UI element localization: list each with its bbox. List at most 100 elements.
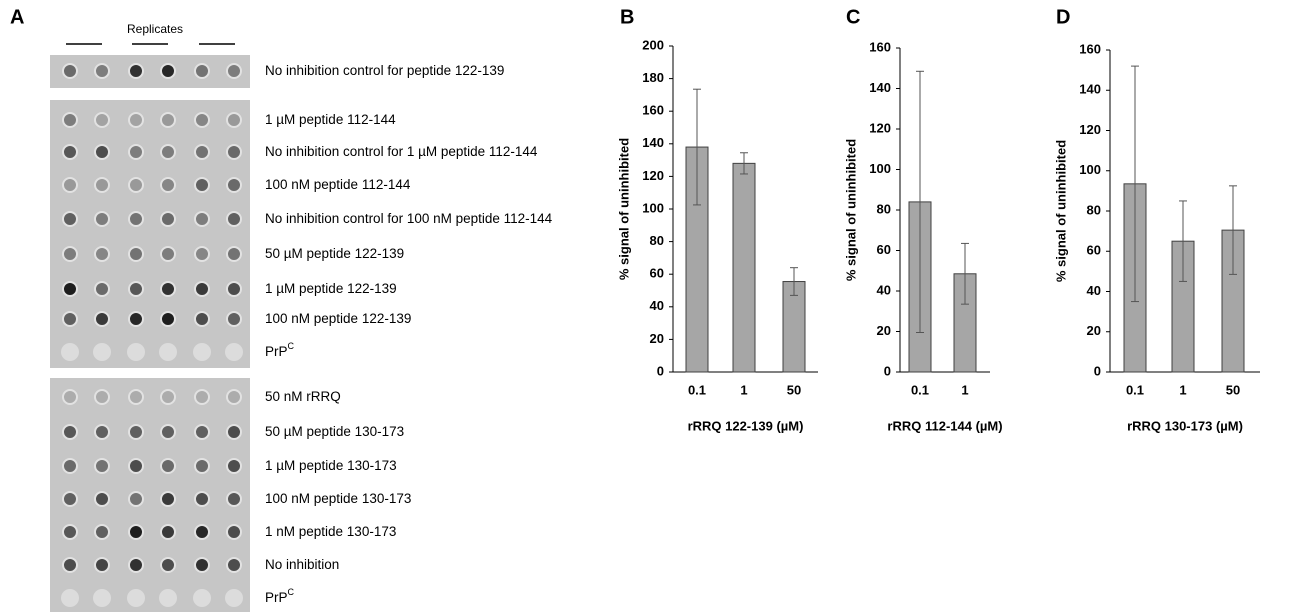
blot-dot [95,492,109,506]
row-label-text: No inhibition control for 1 µM peptide 1… [265,144,538,159]
blot-dot [159,343,177,361]
blot-image [50,100,250,368]
y-tick-label: 100 [869,161,891,176]
row-label-text: No inhibition [265,557,339,572]
blot-dot [129,558,143,572]
blot-dot [227,390,241,404]
row-label: 100 nM peptide 130-173 [265,491,411,506]
y-tick-label: 20 [650,331,664,346]
blot-dot [227,425,241,439]
x-tick-label: 1 [740,382,747,397]
blot-dot [129,145,143,159]
row-label: 50 nM rRRQ [265,389,341,404]
blot-dot [227,492,241,506]
blot-dot [95,525,109,539]
blot-dot [227,282,241,296]
blot-dot [61,589,79,607]
y-tick-label: 140 [869,80,891,95]
x-axis-title: rRRQ 130-173 (µM) [1127,418,1243,433]
blot-dot [63,282,77,296]
y-tick-label: 60 [1087,243,1101,258]
blot-dot [195,492,209,506]
blot-dot [95,425,109,439]
blot-dot [63,459,77,473]
blot-image [50,378,250,612]
blot-dot [95,247,109,261]
blot-dot [227,558,241,572]
blot-dot [63,425,77,439]
x-tick-label: 50 [1226,382,1240,397]
y-tick-label: 80 [650,233,664,248]
y-axis-title: % signal of uninhibited [1053,140,1068,282]
blot-dot [95,178,109,192]
y-tick-label: 80 [1087,202,1101,217]
y-tick-label: 100 [1079,162,1101,177]
y-tick-label: 20 [877,323,891,338]
blot-dot [129,178,143,192]
blot-dot [129,459,143,473]
row-label-text: 50 nM rRRQ [265,389,341,404]
blot-dot [161,312,175,326]
blot-dot [63,113,77,127]
blot-dot [195,459,209,473]
blot-dot [227,212,241,226]
y-tick-label: 140 [642,135,664,150]
blot-dot [161,390,175,404]
blot-dot [95,212,109,226]
blot-dot [195,247,209,261]
y-tick-label: 40 [877,282,891,297]
row-label: 100 nM peptide 112-144 [265,177,411,192]
page: {"panel_a": {"label": "A", "header": "Re… [0,0,1298,614]
blot-dot [129,390,143,404]
blot-dot [95,145,109,159]
blot-dot [95,113,109,127]
row-label-text: No inhibition control for 100 nM peptide… [265,211,553,226]
y-tick-label: 40 [650,298,664,313]
blot-dot [195,525,209,539]
blot-dot [63,247,77,261]
x-tick-label: 0.1 [688,382,706,397]
x-tick-label: 1 [1179,382,1186,397]
row-label-text: 50 µM peptide 130-173 [265,424,404,439]
blot-dot [129,425,143,439]
blot-dot [95,64,109,78]
blot-dot [227,113,241,127]
x-tick-label: 0.1 [1126,382,1144,397]
y-tick-label: 60 [877,242,891,257]
blot-dot [161,425,175,439]
blot-dot [129,525,143,539]
row-label: No inhibition control for 100 nM peptide… [265,211,553,226]
blot-dot [95,558,109,572]
y-tick-label: 0 [1094,363,1101,378]
blot-dot [161,145,175,159]
blot-dot [93,589,111,607]
row-label-text: 1 nM peptide 130-173 [265,524,396,539]
panel-label: C [846,6,860,28]
bar [733,163,755,372]
row-label: PrPC [265,341,295,358]
blot-dot [63,212,77,226]
blot-dot [195,145,209,159]
x-axis-title: rRRQ 112-144 (µM) [887,418,1002,433]
blot-dot [63,492,77,506]
replicates-header: Replicates [127,22,183,36]
row-label: 1 µM peptide 130-173 [265,458,397,473]
blot-dot [161,525,175,539]
blot-dot [63,558,77,572]
x-axis-title: rRRQ 122-139 (µM) [688,418,804,433]
y-tick-label: 40 [1087,283,1101,298]
row-label: No inhibition control for 1 µM peptide 1… [265,144,538,159]
blot-dot [195,113,209,127]
blot-dot [227,312,241,326]
figure: A Replicates No inhibition control for p… [0,0,1298,614]
y-tick-label: 180 [642,70,664,85]
panel-label: D [1056,6,1070,28]
blot-dot [193,589,211,607]
blot-dot [195,425,209,439]
y-tick-label: 0 [884,363,891,378]
blot-dot [129,113,143,127]
blot-dot [95,459,109,473]
y-tick-label: 60 [650,266,664,281]
row-label-superscript: C [288,587,295,597]
row-label: 50 µM peptide 130-173 [265,424,404,439]
